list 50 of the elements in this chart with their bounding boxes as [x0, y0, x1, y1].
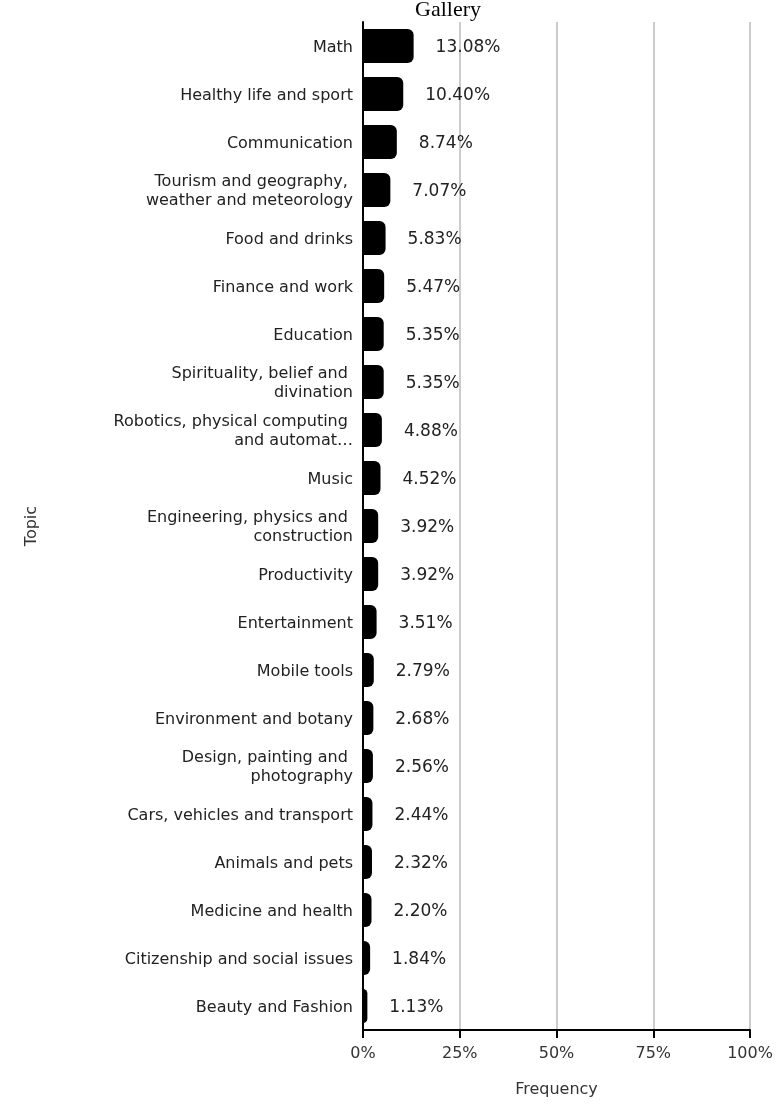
data-label: 1.84%: [392, 948, 447, 968]
data-label: 1.13%: [389, 996, 444, 1016]
y-tick-label: Environment and botany: [154, 708, 353, 728]
y-tick-label: Medicine and health: [190, 900, 353, 920]
chart-title: Gallery: [415, 0, 481, 21]
y-tick-label: Tourism and geography, weather and meteorology: [145, 171, 353, 209]
data-label: 8.74%: [418, 132, 473, 152]
y-tick-label: Cars, vehicles and transport: [127, 804, 353, 824]
y-tick-label: Finance and work: [212, 276, 354, 296]
data-label: 2.68%: [395, 708, 450, 728]
data-label: 2.79%: [395, 660, 450, 680]
y-tick-label: Design, painting and photography: [181, 747, 353, 785]
y-tick-label: Robotics, physical computing and automat…: [113, 411, 353, 449]
y-tick-label: Communication: [226, 132, 353, 152]
x-tick-label: 50%: [538, 1042, 575, 1062]
data-label: 5.47%: [406, 276, 461, 296]
x-tick-label: 100%: [727, 1042, 773, 1062]
y-tick-label: Math: [312, 36, 353, 56]
data-label: 4.52%: [402, 468, 457, 488]
y-tick-label: Mobile tools: [256, 660, 353, 680]
data-label: 2.32%: [393, 852, 448, 872]
y-tick-label: Engineering, physics and construction: [146, 507, 353, 545]
y-tick-label: Food and drinks: [225, 228, 353, 248]
y-axis-title: Topic: [20, 505, 40, 548]
data-label: 5.35%: [405, 372, 460, 392]
data-label: 10.40%: [425, 84, 491, 104]
y-tick-label: Entertainment: [237, 612, 353, 632]
y-tick-label: Citizenship and social issues: [124, 948, 353, 968]
data-label: 2.56%: [394, 756, 449, 776]
y-tick-label: Beauty and Fashion: [195, 996, 353, 1016]
data-label: 7.07%: [412, 180, 467, 200]
data-label: 2.20%: [393, 900, 448, 920]
x-tick-label: 25%: [441, 1042, 478, 1062]
y-tick-label: Music: [307, 468, 353, 488]
y-tick-label: Productivity: [258, 564, 353, 584]
data-label: 3.51%: [398, 612, 453, 632]
data-label: 3.92%: [400, 564, 455, 584]
y-tick-label: Education: [273, 324, 353, 344]
y-tick-label: Spirituality, belief and divination: [171, 363, 353, 401]
data-label: 5.83%: [407, 228, 462, 248]
y-tick-label: Healthy life and sport: [180, 84, 353, 104]
data-label: 3.92%: [400, 516, 455, 536]
x-tick-label: 75%: [635, 1042, 672, 1062]
data-label: 4.88%: [403, 420, 458, 440]
y-tick-label: Animals and pets: [214, 852, 353, 872]
x-tick-label: 0%: [350, 1042, 376, 1062]
data-label: 5.35%: [405, 324, 460, 344]
x-axis-title: Frequency: [515, 1078, 598, 1098]
data-label: 13.08%: [435, 36, 501, 56]
data-label: 2.44%: [394, 804, 449, 824]
